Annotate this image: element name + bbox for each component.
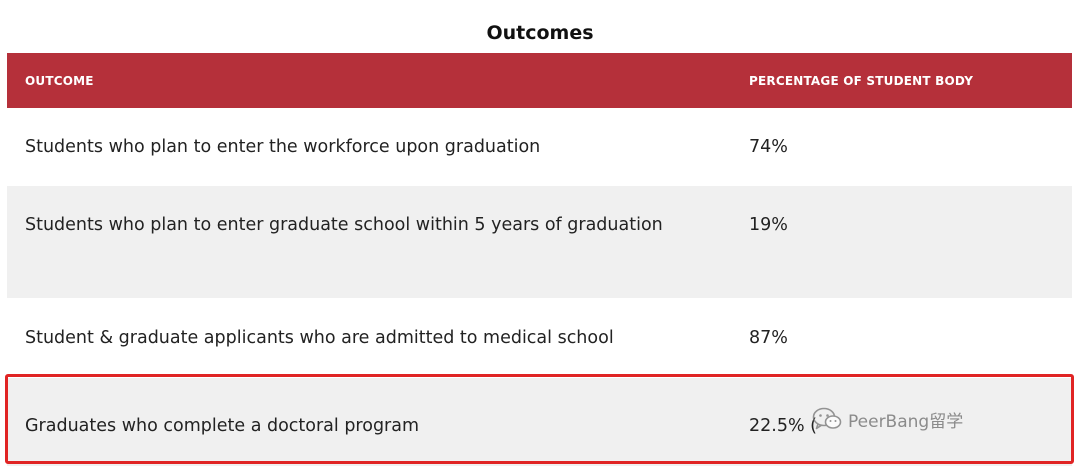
table-header: OUTCOME PERCENTAGE OF STUDENT BODY [7,53,1072,108]
table-row: Graduates who complete a doctoral progra… [7,378,1072,466]
outcomes-table: OUTCOME PERCENTAGE OF STUDENT BODY Stude… [7,53,1072,466]
table-row: Students who plan to enter the workforce… [7,108,1072,186]
outcome-cell: Graduates who complete a doctoral progra… [25,416,420,436]
outcome-cell: Students who plan to enter graduate scho… [25,215,663,235]
column-header-outcome: OUTCOME [25,74,94,88]
table-row: Student & graduate applicants who are ad… [7,298,1072,378]
outcome-cell: Students who plan to enter the workforce… [25,137,541,157]
highlight-box [5,374,1074,464]
column-header-percentage: PERCENTAGE OF STUDENT BODY [749,74,974,88]
page-title: Outcomes [486,22,594,44]
percentage-cell: 74% [749,137,788,157]
percentage-cell: 19% [749,215,788,235]
wechat-icon [812,406,842,432]
table-row: Students who plan to enter graduate scho… [7,186,1072,298]
watermark-text: PeerBang留学 [848,411,964,432]
watermark: PeerBang留学 [812,406,963,432]
outcome-cell: Student & graduate applicants who are ad… [25,328,614,348]
percentage-cell: 87% [749,328,788,348]
percentage-cell: 22.5% ( [749,416,817,436]
